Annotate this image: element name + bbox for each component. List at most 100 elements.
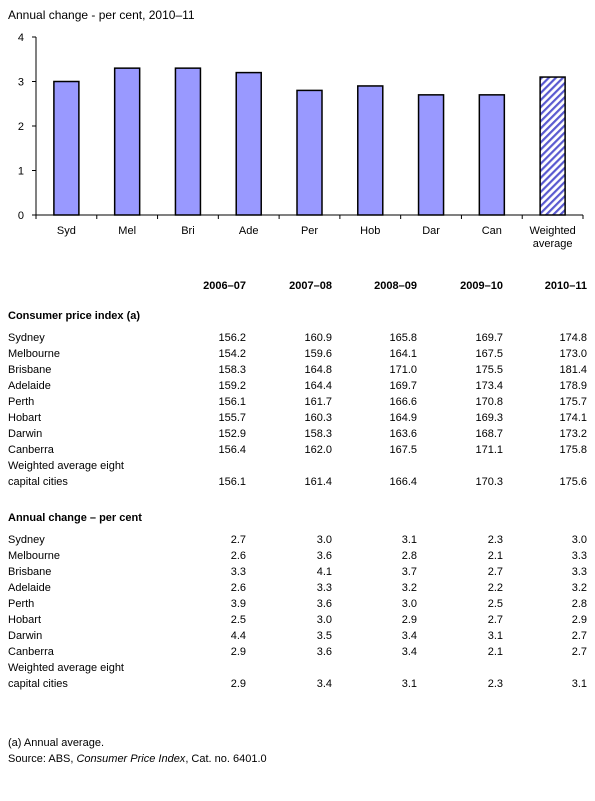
row-label: Weighted average eight [8, 662, 124, 674]
y-tick-label: 4 [18, 32, 24, 44]
row-label: capital cities [8, 678, 68, 690]
table-cell: 3.0 [316, 614, 332, 626]
table-cell: 154.2 [218, 348, 246, 360]
table-cell: 164.9 [389, 412, 417, 424]
table-cell: 3.7 [401, 566, 417, 578]
table-cell: 168.7 [475, 428, 503, 440]
table-cell: 2.7 [571, 630, 587, 642]
year-header: 2010–11 [544, 280, 587, 292]
table-cell: 3.6 [316, 598, 332, 610]
table-cell: 3.3 [571, 566, 587, 578]
table-cell: 2.7 [487, 566, 503, 578]
table-row: Hobart 155.7 160.3 164.9 169.3 174.1 [0, 410, 595, 426]
x-tick-label: Ade [239, 225, 259, 237]
row-label: Hobart [8, 614, 42, 626]
bar [53, 80, 80, 216]
table-row-weighted-average: Weighted average eight [0, 458, 595, 474]
table-cell: 170.3 [475, 476, 503, 488]
x-tick-label: Syd [57, 225, 76, 237]
row-label: Adelaide [8, 380, 51, 392]
table-row: Hobart 2.5 3.0 2.9 2.7 2.9 [0, 612, 595, 628]
row-label: Sydney [8, 332, 45, 344]
table-cell: 170.8 [475, 396, 503, 408]
table-cell: 3.3 [230, 566, 246, 578]
year-header: 2007–08 [289, 280, 332, 292]
year-header: 2009–10 [460, 280, 503, 292]
table-cell: 3.0 [401, 598, 417, 610]
table-cell: 2.7 [571, 646, 587, 658]
source-suffix: , Cat. no. 6401.0 [185, 753, 267, 765]
table-row: Brisbane 158.3 164.8 171.0 175.5 181.4 [0, 362, 595, 378]
table-cell: 160.9 [304, 332, 332, 344]
row-label: Weighted average eight [8, 460, 124, 472]
table-cell: 2.7 [487, 614, 503, 626]
table-row: Canberra 156.4 162.0 167.5 171.1 175.8 [0, 442, 595, 458]
row-label: Darwin [8, 428, 43, 440]
row-label: capital cities [8, 476, 68, 488]
table-cell: 169.7 [389, 380, 417, 392]
year-header: 2006–07 [203, 280, 246, 292]
row-label: Sydney [8, 534, 45, 546]
table-cell: 2.8 [401, 550, 417, 562]
table-header-row: 2006–07 2007–08 2008–09 2009–10 2010–11 [0, 278, 595, 294]
table-cell: 173.0 [559, 348, 587, 360]
bar-weighted-average [539, 76, 566, 216]
table-cell: 175.5 [475, 364, 503, 376]
table-cell: 156.4 [218, 444, 246, 456]
x-tick-label: average [533, 238, 573, 250]
x-tick-label: Can [482, 225, 502, 237]
table-cell: 161.7 [304, 396, 332, 408]
section-title-row: Consumer price index (a) [0, 308, 595, 324]
chart-title: Annual change - per cent, 2010–11 [8, 8, 195, 22]
table-row: Perth 3.9 3.6 3.0 2.5 2.8 [0, 596, 595, 612]
table-cell: 3.4 [401, 646, 417, 658]
table-cell: 169.7 [475, 332, 503, 344]
bar [113, 67, 141, 216]
table-cell: 171.0 [389, 364, 417, 376]
table-cell: 3.2 [571, 582, 587, 594]
table-cell: 3.4 [316, 678, 332, 690]
bar [174, 67, 202, 216]
table-cell: 165.8 [389, 332, 417, 344]
source-prefix: Source: ABS, [8, 753, 77, 765]
y-tick-label: 0 [18, 210, 24, 222]
table-cell: 3.1 [401, 534, 417, 546]
section-title-row: Annual change – per cent [0, 510, 595, 526]
table-cell: 3.3 [571, 550, 587, 562]
bar [357, 85, 384, 216]
table-cell: 166.4 [389, 476, 417, 488]
table-cell: 4.1 [316, 566, 332, 578]
table-cell: 159.2 [218, 380, 246, 392]
table-cell: 171.1 [475, 444, 503, 456]
row-label: Brisbane [8, 364, 52, 376]
table-cell: 164.4 [304, 380, 332, 392]
table-row: Sydney 2.7 3.0 3.1 2.3 3.0 [0, 532, 595, 548]
row-label: Melbourne [8, 550, 60, 562]
table-cell: 3.5 [316, 630, 332, 642]
row-label: Perth [8, 396, 35, 408]
bar [296, 89, 323, 216]
table-cell: 3.6 [316, 550, 332, 562]
table-cell: 2.9 [230, 646, 246, 658]
bar [235, 71, 262, 216]
table-row: Melbourne 2.6 3.6 2.8 2.1 3.3 [0, 548, 595, 564]
table-cell: 173.2 [559, 428, 587, 440]
table-cell: 3.1 [571, 678, 587, 690]
table-cell: 166.6 [389, 396, 417, 408]
table-row: Melbourne 154.2 159.6 164.1 167.5 173.0 [0, 346, 595, 362]
footnote: (a) Annual average. [8, 737, 105, 749]
y-tick-label: 2 [18, 121, 24, 133]
table-cell: 175.7 [559, 396, 587, 408]
table-row: Canberra 2.9 3.6 3.4 2.1 2.7 [0, 644, 595, 660]
section-title: Annual change – per cent [8, 512, 142, 524]
table-cell: 2.5 [230, 614, 246, 626]
table-cell: 164.8 [304, 364, 332, 376]
table-cell: 2.2 [487, 582, 503, 594]
table-cell: 160.3 [304, 412, 332, 424]
table-cell: 2.3 [487, 534, 503, 546]
y-tick-label: 3 [18, 77, 24, 89]
table-cell: 159.6 [304, 348, 332, 360]
table-cell: 152.9 [218, 428, 246, 440]
x-tick-label: Per [301, 225, 318, 237]
table-cell: 167.5 [475, 348, 503, 360]
